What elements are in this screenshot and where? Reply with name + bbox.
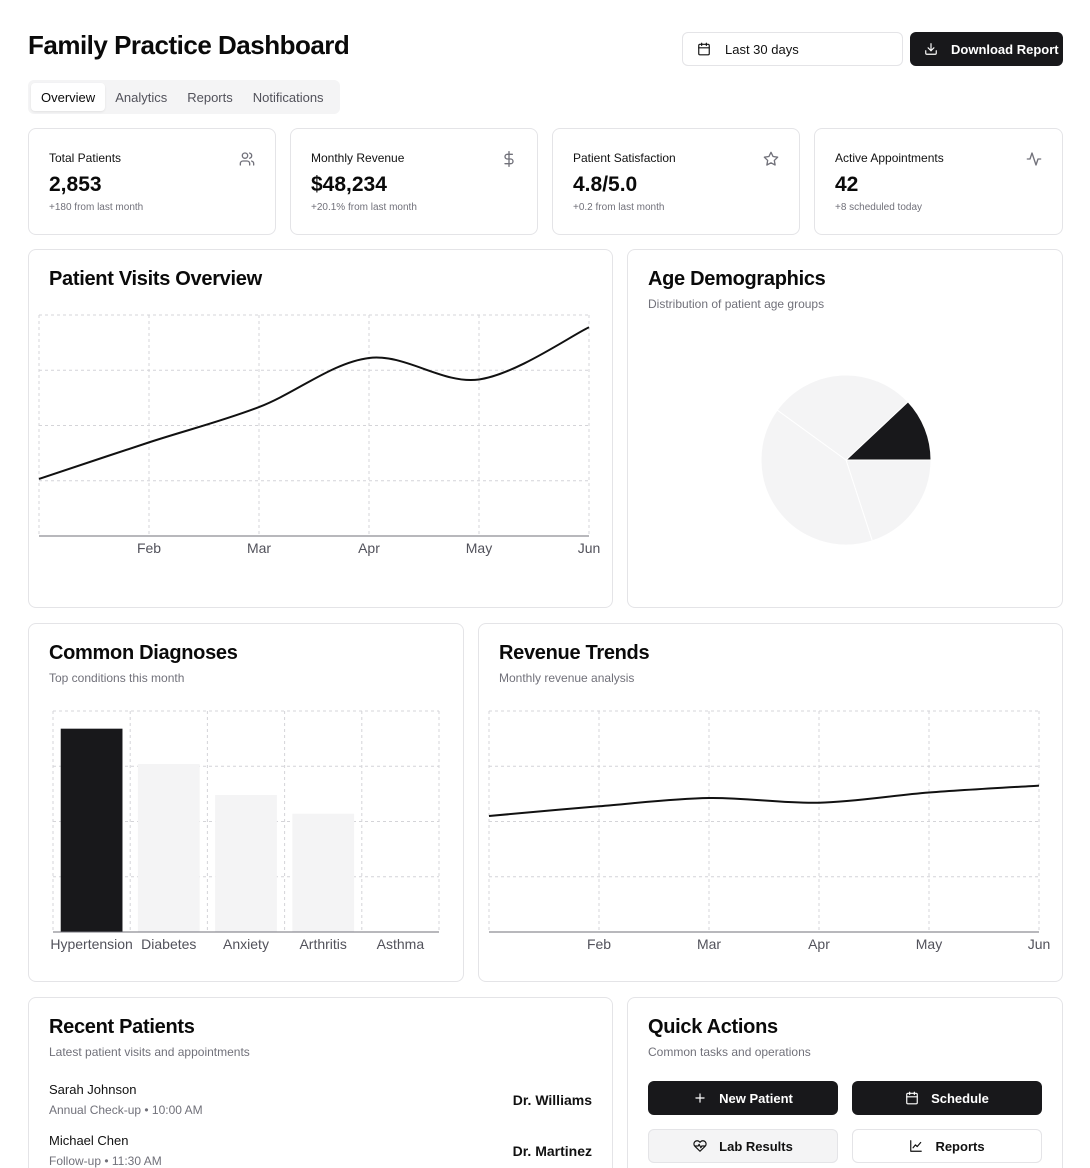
stat-label: Monthly Revenue [311, 151, 405, 165]
lab-results-label: Lab Results [719, 1138, 793, 1154]
activity-icon [1026, 151, 1042, 167]
stat-value: 4.8/5.0 [573, 173, 638, 196]
download-report-button[interactable]: Download Report [910, 32, 1063, 66]
age-demographics-chart [760, 374, 932, 546]
stat-change: +180 from last month [49, 202, 144, 213]
common-diagnoses-card: Common Diagnoses Top conditions this mon… [28, 623, 464, 982]
download-icon [924, 42, 938, 56]
patient-visits-chart: Feb Mar Apr May Jun [38, 314, 601, 556]
recent-patients-card: Recent Patients Latest patient visits an… [28, 997, 613, 1168]
stat-value: 2,853 [49, 173, 102, 196]
x-tick-label: Feb [587, 936, 611, 952]
tab-notifications[interactable]: Notifications [252, 89, 324, 105]
x-tick-label: Arthritis [299, 936, 346, 952]
patient-doctor: Dr. Williams [512, 1092, 592, 1108]
x-tick-label: Asthma [377, 936, 425, 952]
stat-label: Total Patients [49, 151, 122, 165]
x-tick-label: Anxiety [223, 936, 269, 952]
patient-name: Michael Chen [49, 1133, 129, 1148]
patient-doctor: Dr. Martinez [512, 1143, 592, 1159]
series-line [38, 326, 590, 480]
patient-name: Sarah Johnson [49, 1082, 137, 1097]
pie-slice [844, 401, 932, 461]
patient-visits-card: Patient Visits Overview Feb Mar Apr May Jun [28, 249, 613, 608]
age-demographics-card: Age Demographics Distribution of patient… [627, 249, 1063, 608]
x-tick-label: Hypertension [50, 936, 133, 952]
stat-change: +20.1% from last month [311, 202, 417, 213]
stat-change: +8 scheduled today [835, 202, 923, 213]
tab-overview[interactable]: Overview [31, 83, 106, 111]
reports-button[interactable]: Reports [852, 1129, 1042, 1163]
card-title: Age Demographics [648, 268, 826, 290]
x-tick-label: Apr [358, 540, 380, 556]
date-range-label: Last 30 days [725, 41, 799, 57]
x-tick-label: Jun [578, 540, 601, 556]
x-tick-label: Mar [697, 936, 721, 952]
card-title: Patient Visits Overview [49, 268, 262, 290]
lab-results-button[interactable]: Lab Results [648, 1129, 838, 1163]
card-title: Revenue Trends [499, 642, 650, 664]
stat-card-patient-satisfaction: Patient Satisfaction 4.8/5.0 +0.2 from l… [552, 128, 800, 235]
pie-slice [845, 459, 932, 542]
plus-icon [693, 1091, 707, 1105]
card-subtitle: Common tasks and operations [648, 1045, 811, 1059]
line-chart-icon [909, 1139, 923, 1153]
revenue-trends-chart: Feb Mar Apr May Jun [488, 710, 1051, 952]
dollar-icon [501, 151, 517, 167]
common-diagnoses-chart: Hypertension Diabetes Anxiety Arthritis Asth… [50, 710, 440, 952]
calendar-icon [697, 42, 711, 56]
new-patient-label: New Patient [719, 1090, 793, 1106]
tab-list: Overview Analytics Reports Notifications [28, 80, 340, 114]
schedule-label: Schedule [931, 1090, 989, 1106]
schedule-button[interactable]: Schedule [852, 1081, 1042, 1115]
card-subtitle: Top conditions this month [49, 671, 185, 685]
x-tick-label: May [466, 540, 492, 556]
stat-card-total-patients: Total Patients 2,853 +180 from last mont… [28, 128, 276, 235]
stat-label: Active Appointments [835, 151, 944, 165]
card-title: Common Diagnoses [49, 642, 238, 664]
pie-slice [776, 374, 909, 461]
stat-value: $48,234 [311, 173, 387, 196]
x-tick-label: Jun [1028, 936, 1051, 952]
stat-card-monthly-revenue: Monthly Revenue $48,234 +20.1% from last… [290, 128, 538, 235]
patient-row[interactable]: Sarah Johnson Annual Check-up • 10:00 AM… [49, 1082, 592, 1126]
card-title: Recent Patients [49, 1016, 195, 1038]
users-icon [239, 151, 255, 167]
bar [292, 813, 355, 932]
bar [215, 794, 277, 932]
x-tick-label: Feb [137, 540, 161, 556]
card-title: Quick Actions [648, 1016, 778, 1038]
star-icon [763, 151, 779, 167]
card-subtitle: Distribution of patient age groups [648, 297, 825, 311]
stat-card-active-appointments: Active Appointments 42 +8 scheduled toda… [814, 128, 1063, 235]
x-tick-label: May [916, 936, 942, 952]
bar [137, 764, 200, 932]
stat-value: 42 [835, 173, 859, 196]
reports-label: Reports [935, 1138, 985, 1154]
heart-pulse-icon [693, 1139, 707, 1153]
card-subtitle: Latest patient visits and appointments [49, 1045, 250, 1059]
pie-slice [760, 409, 873, 546]
tab-reports[interactable]: Reports [187, 89, 233, 105]
revenue-trends-card: Revenue Trends Monthly revenue analysis … [478, 623, 1063, 982]
download-report-label: Download Report [951, 41, 1059, 57]
calendar-icon [905, 1091, 919, 1105]
x-tick-label: Apr [808, 936, 830, 952]
stat-change: +0.2 from last month [573, 202, 665, 213]
patient-detail: Follow-up • 11:30 AM [49, 1154, 162, 1168]
page-title: Family Practice Dashboard [28, 30, 350, 60]
stat-label: Patient Satisfaction [573, 151, 676, 165]
card-subtitle: Monthly revenue analysis [499, 671, 635, 685]
new-patient-button[interactable]: New Patient [648, 1081, 838, 1115]
bar [60, 728, 123, 932]
date-range-button[interactable]: Last 30 days [682, 32, 903, 66]
patient-row[interactable]: Michael Chen Follow-up • 11:30 AM Dr. Ma… [49, 1133, 592, 1168]
x-tick-label: Mar [247, 540, 271, 556]
series-line [488, 784, 1040, 817]
quick-actions-card: Quick Actions Common tasks and operation… [627, 997, 1063, 1168]
tab-analytics[interactable]: Analytics [115, 89, 168, 105]
patient-detail: Annual Check-up • 10:00 AM [49, 1103, 203, 1117]
x-tick-label: Diabetes [141, 936, 196, 952]
